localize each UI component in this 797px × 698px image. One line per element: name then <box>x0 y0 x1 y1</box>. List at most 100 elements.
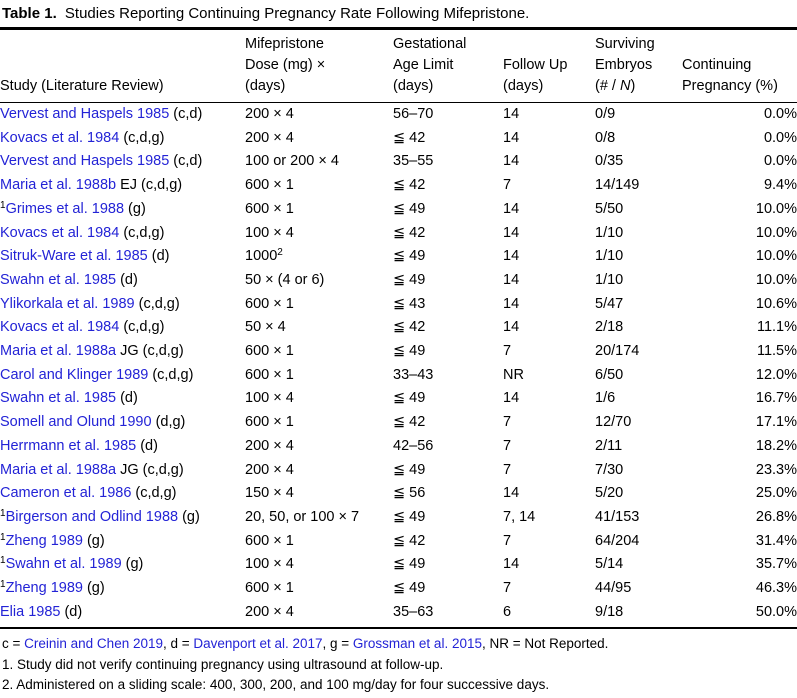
surviving-embryos-cell: 44/95 <box>595 580 632 597</box>
footnote-marker: 1 <box>0 531 6 543</box>
dose-cell: 600 × 1 <box>245 414 294 431</box>
follow-up-cell: 14 <box>503 248 520 265</box>
literature-review-codes: (g) <box>128 200 146 217</box>
footer-rule <box>0 627 797 630</box>
literature-review-codes: (g) <box>86 580 105 597</box>
literature-review-codes: (c,d,g) <box>138 295 180 312</box>
study-link[interactable]: Kovacs et al. 1984 <box>0 129 120 146</box>
study-link[interactable]: Somell and Olund 1990 <box>0 414 152 431</box>
follow-up-cell: 14 <box>503 556 520 573</box>
n-italic: N <box>619 78 631 94</box>
follow-up-cell: 7, 14 <box>503 508 536 525</box>
study-cell: Swahn et al. 1985 (d) <box>0 269 245 293</box>
dose-cell: 600 × 1 <box>245 177 294 194</box>
study-link[interactable]: Maria et al. 1988b <box>0 177 117 194</box>
table-caption-text: Studies Reporting Continuing Pregnancy R… <box>60 5 530 22</box>
studies-table: Study (Literature Review) Mifepristone D… <box>0 30 797 624</box>
study-link[interactable]: Swahn et al. 1985 <box>0 390 117 407</box>
table-row: Cameron et al. 1986 (c,d,g) 150 × 4 ≦ 56 … <box>0 482 797 506</box>
literature-review-codes: (c,d,g) <box>123 224 165 241</box>
study-link[interactable]: Ylikorkala et al. 1989 <box>0 295 135 312</box>
table-row: 1Swahn et al. 1989 (g) 100 × 4 ≦ 49 14 5/… <box>0 553 797 577</box>
dose-cell: 600 × 1 <box>245 580 294 597</box>
gestational-age-cell: ≦ 49 <box>393 200 426 217</box>
continuing-pregnancy-cell: 25.0% <box>755 485 797 502</box>
surviving-embryos-cell: 0/9 <box>595 106 616 122</box>
citation-link-grossman[interactable]: Grossman et al. 2015 <box>352 636 482 652</box>
column-header-continuing-pregnancy: Continuing Pregnancy (%) <box>682 30 797 103</box>
table-row: Vervest and Haspels 1985 (c,d) 100 or 200… <box>0 150 797 174</box>
table-row: Elia 1985 (d) 200 × 4 35–63 6 9/18 50.0% <box>0 601 797 625</box>
continuing-pregnancy-cell: 35.7% <box>755 556 797 573</box>
dose-cell: 100 × 4 <box>245 390 294 407</box>
literature-review-codes: (g) <box>86 532 105 549</box>
study-link[interactable]: Birgerson and Odlind 1988 <box>5 508 179 525</box>
surviving-embryos-cell: 5/14 <box>595 556 624 573</box>
study-link[interactable]: Sitruk-Ware et al. 1985 <box>0 248 148 265</box>
table-row: Ylikorkala et al. 1989 (c,d,g) 600 × 1 ≦ … <box>0 293 797 317</box>
dose-cell: 600 × 1 <box>245 295 294 312</box>
title-rule <box>0 27 797 30</box>
gestational-age-cell: ≦ 49 <box>393 271 426 288</box>
study-link[interactable]: Herrmann et al. 1985 <box>0 437 137 454</box>
gestational-age-cell: ≦ 56 <box>393 485 426 502</box>
study-cell: Sitruk-Ware et al. 1985 (d) <box>0 245 245 269</box>
study-link[interactable]: Swahn et al. 1985 <box>0 271 117 288</box>
table-caption: Table 1. Studies Reporting Continuing Pr… <box>0 0 797 27</box>
study-link[interactable]: Kovacs et al. 1984 <box>0 319 120 336</box>
study-cell: Ylikorkala et al. 1989 (c,d,g) <box>0 293 245 317</box>
study-cell: Maria et al. 1988b EJ (c,d,g) <box>0 174 245 198</box>
table-row: Kovacs et al. 1984 (c,d,g) 100 × 4 ≦ 42 1… <box>0 222 797 246</box>
study-link[interactable]: Zheng 1989 <box>5 532 83 549</box>
follow-up-cell: 14 <box>503 390 520 407</box>
study-link[interactable]: Cameron et al. 1986 <box>0 485 132 502</box>
study-link[interactable]: Zheng 1989 <box>5 580 83 597</box>
follow-up-cell: 7 <box>503 461 512 478</box>
study-link[interactable]: Swahn et al. 1989 <box>5 556 122 573</box>
table-row: 1Grimes et al. 1988 (g) 600 × 1 ≦ 49 14 5… <box>0 198 797 222</box>
continuing-pregnancy-cell: 12.0% <box>755 366 797 383</box>
study-link[interactable]: Vervest and Haspels 1985 <box>0 153 170 170</box>
continuing-pregnancy-cell: 11.1% <box>756 319 797 336</box>
column-header-study: Study (Literature Review) <box>0 30 245 103</box>
table-row: Vervest and Haspels 1985 (c,d) 200 × 4 56… <box>0 103 797 127</box>
surviving-embryos-cell: 9/18 <box>595 603 624 620</box>
citation-link-davenport[interactable]: Davenport et al. 2017 <box>193 636 323 652</box>
citation-link-creinin[interactable]: Creinin and Chen 2019 <box>24 636 163 652</box>
study-link[interactable]: Carol and Klinger 1989 <box>0 366 149 383</box>
dose-cell: 100 × 4 <box>245 224 294 241</box>
surviving-embryos-cell: 6/50 <box>595 366 624 383</box>
study-cell: Maria et al. 1988a JG (c,d,g) <box>0 459 245 483</box>
study-link[interactable]: Grimes et al. 1988 <box>5 200 125 217</box>
continuing-pregnancy-cell: 0.0% <box>763 153 797 170</box>
surviving-embryos-cell: 5/47 <box>595 295 624 312</box>
gestational-age-cell: ≦ 49 <box>393 343 426 360</box>
footnote-marker: 1 <box>0 199 6 211</box>
table-row: Herrmann et al. 1985 (d) 200 × 4 42–56 7 … <box>0 435 797 459</box>
gestational-age-cell: 42–56 <box>393 437 434 454</box>
footnote-marker: 1 <box>0 555 6 567</box>
footnote-marker: 2 <box>277 247 283 259</box>
table-row: Carol and Klinger 1989 (c,d,g) 600 × 1 33… <box>0 364 797 388</box>
study-link[interactable]: Kovacs et al. 1984 <box>0 224 120 241</box>
study-link[interactable]: Elia 1985 <box>0 603 61 620</box>
study-cell: Cameron et al. 1986 (c,d,g) <box>0 482 245 506</box>
table-row: Kovacs et al. 1984 (c,d,g) 200 × 4 ≦ 42 1… <box>0 127 797 151</box>
continuing-pregnancy-cell: 9.4% <box>763 177 797 194</box>
study-link[interactable]: Maria et al. 1988a <box>0 343 117 360</box>
continuing-pregnancy-cell: 23.3% <box>755 461 797 478</box>
surviving-embryos-cell: 0/35 <box>595 153 624 170</box>
table-row: Kovacs et al. 1984 (c,d,g) 50 × 4 ≦ 42 14… <box>0 316 797 340</box>
continuing-pregnancy-cell: 10.0% <box>755 224 797 241</box>
surviving-embryos-cell: 5/50 <box>595 200 624 217</box>
literature-review-codes: (d) <box>140 437 158 454</box>
gestational-age-cell: 35–63 <box>393 603 434 620</box>
follow-up-cell: 14 <box>503 295 520 312</box>
study-link[interactable]: Maria et al. 1988a <box>0 461 117 478</box>
dose-cell: 200 × 4 <box>245 461 294 478</box>
surviving-embryos-cell: 41/153 <box>595 508 640 525</box>
follow-up-cell: 14 <box>503 485 520 502</box>
continuing-pregnancy-cell: 16.7% <box>755 390 797 407</box>
study-link[interactable]: Vervest and Haspels 1985 <box>0 106 170 122</box>
